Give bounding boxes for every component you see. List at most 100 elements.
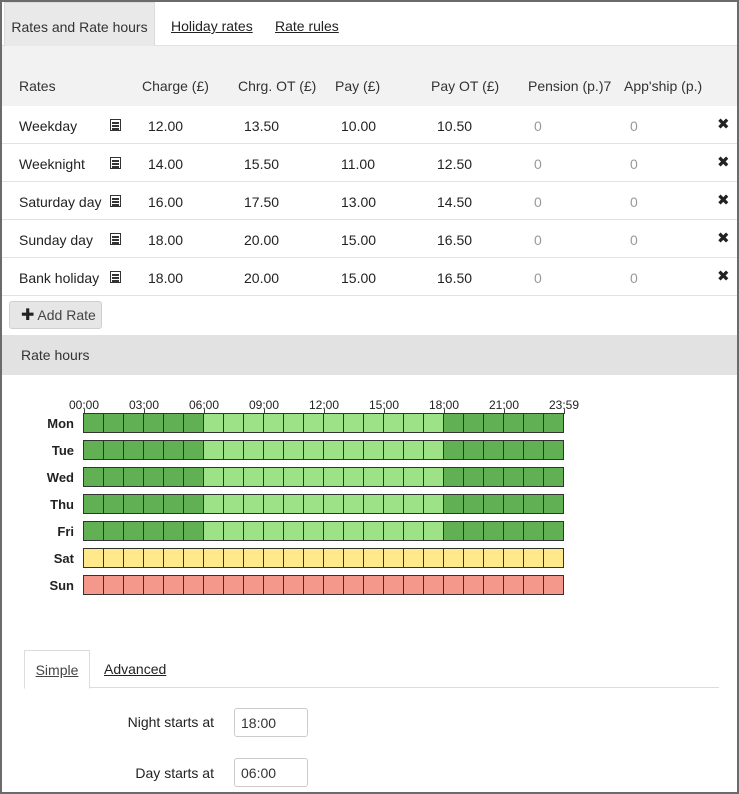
hour-cell[interactable] [443, 575, 464, 595]
rate-pay[interactable]: 15.00 [341, 270, 377, 286]
hour-cell[interactable] [523, 548, 544, 568]
hour-cell[interactable] [263, 521, 284, 541]
hour-cell[interactable] [443, 467, 464, 487]
hour-cell[interactable] [323, 413, 344, 433]
rate-pay[interactable]: 13.00 [341, 194, 377, 210]
hour-cell[interactable] [503, 521, 524, 541]
rate-pay-ot[interactable]: 14.50 [437, 194, 473, 210]
hour-cell[interactable] [443, 440, 464, 460]
rate-appship[interactable]: 0 [630, 156, 638, 172]
rate-charge[interactable]: 16.00 [148, 194, 184, 210]
hour-cell[interactable] [243, 467, 264, 487]
hour-cell[interactable] [123, 413, 144, 433]
hour-cell[interactable] [363, 575, 384, 595]
hour-cell[interactable] [283, 413, 304, 433]
tab-advanced[interactable]: Advanced [104, 661, 167, 677]
rate-pay[interactable]: 10.00 [341, 118, 377, 134]
hour-cell[interactable] [163, 413, 184, 433]
tab-rates-and-rate-hours[interactable]: Rates and Rate hours [4, 2, 155, 46]
hour-cell[interactable] [163, 521, 184, 541]
rate-pay[interactable]: 11.00 [341, 156, 375, 172]
hour-cell[interactable] [383, 521, 404, 541]
hour-cell[interactable] [483, 548, 504, 568]
hour-cell[interactable] [543, 467, 564, 487]
hour-cell[interactable] [223, 413, 244, 433]
hour-cell[interactable] [103, 521, 124, 541]
rate-charge-ot[interactable]: 17.50 [244, 194, 280, 210]
hour-cell[interactable] [243, 494, 264, 514]
hour-cell[interactable] [203, 575, 224, 595]
hour-cell[interactable] [503, 467, 524, 487]
day-starts-input[interactable] [234, 758, 308, 787]
hour-cell[interactable] [383, 413, 404, 433]
hour-cell[interactable] [383, 548, 404, 568]
hour-cell[interactable] [403, 548, 424, 568]
hour-cell[interactable] [383, 575, 404, 595]
rate-pension[interactable]: 0 [534, 232, 542, 248]
hour-cell[interactable] [183, 575, 204, 595]
hour-cell[interactable] [403, 413, 424, 433]
hour-cell[interactable] [143, 467, 164, 487]
hour-cell[interactable] [283, 575, 304, 595]
hour-cell[interactable] [303, 440, 324, 460]
notes-icon[interactable] [110, 119, 121, 131]
hour-cell[interactable] [343, 575, 364, 595]
hour-cell[interactable] [223, 494, 244, 514]
rate-pay-ot[interactable]: 16.50 [437, 232, 473, 248]
tab-rate-rules[interactable]: Rate rules [275, 18, 339, 34]
hour-cell[interactable] [503, 575, 524, 595]
rate-charge-ot[interactable]: 15.50 [244, 156, 280, 172]
hour-cell[interactable] [183, 521, 204, 541]
hour-cell[interactable] [443, 494, 464, 514]
rate-pension[interactable]: 0 [534, 270, 542, 286]
hour-cell[interactable] [103, 494, 124, 514]
hour-cell[interactable] [283, 467, 304, 487]
hour-cell[interactable] [503, 548, 524, 568]
hour-cell[interactable] [503, 440, 524, 460]
hour-cell[interactable] [123, 440, 144, 460]
hour-cell[interactable] [363, 548, 384, 568]
hour-cell[interactable] [203, 440, 224, 460]
hour-cell[interactable] [283, 521, 304, 541]
hour-cell[interactable] [543, 548, 564, 568]
hour-cell[interactable] [163, 467, 184, 487]
hour-cell[interactable] [483, 440, 504, 460]
hour-cell[interactable] [143, 413, 164, 433]
rate-charge-ot[interactable]: 20.00 [244, 232, 280, 248]
hour-cell[interactable] [423, 575, 444, 595]
hour-cell[interactable] [123, 521, 144, 541]
hour-cell[interactable] [463, 521, 484, 541]
hour-cell[interactable] [523, 467, 544, 487]
hour-cell[interactable] [343, 521, 364, 541]
tab-simple[interactable]: Simple [24, 650, 90, 689]
hour-cell[interactable] [323, 494, 344, 514]
hour-cell[interactable] [183, 467, 204, 487]
rate-appship[interactable]: 0 [630, 270, 638, 286]
hour-cell[interactable] [223, 467, 244, 487]
rate-pay-ot[interactable]: 10.50 [437, 118, 473, 134]
hour-cell[interactable] [83, 440, 104, 460]
hour-cell[interactable] [243, 413, 264, 433]
hour-cell[interactable] [443, 413, 464, 433]
close-icon[interactable]: ✖ [717, 268, 730, 285]
hour-cell[interactable] [383, 467, 404, 487]
hour-cell[interactable] [323, 440, 344, 460]
hour-cell[interactable] [543, 494, 564, 514]
hour-cell[interactable] [243, 548, 264, 568]
close-icon[interactable]: ✖ [717, 116, 730, 133]
hour-cell[interactable] [83, 413, 104, 433]
hour-cell[interactable] [383, 494, 404, 514]
hour-cell[interactable] [483, 413, 504, 433]
hour-cell[interactable] [243, 440, 264, 460]
hour-cell[interactable] [83, 575, 104, 595]
hour-cell[interactable] [423, 494, 444, 514]
hour-cell[interactable] [423, 413, 444, 433]
hour-cell[interactable] [343, 548, 364, 568]
rate-charge[interactable]: 14.00 [148, 156, 184, 172]
hour-cell[interactable] [203, 548, 224, 568]
rate-charge[interactable]: 18.00 [148, 232, 184, 248]
hour-cell[interactable] [443, 548, 464, 568]
hour-cell[interactable] [523, 413, 544, 433]
hour-cell[interactable] [363, 467, 384, 487]
night-starts-input[interactable] [234, 708, 308, 737]
